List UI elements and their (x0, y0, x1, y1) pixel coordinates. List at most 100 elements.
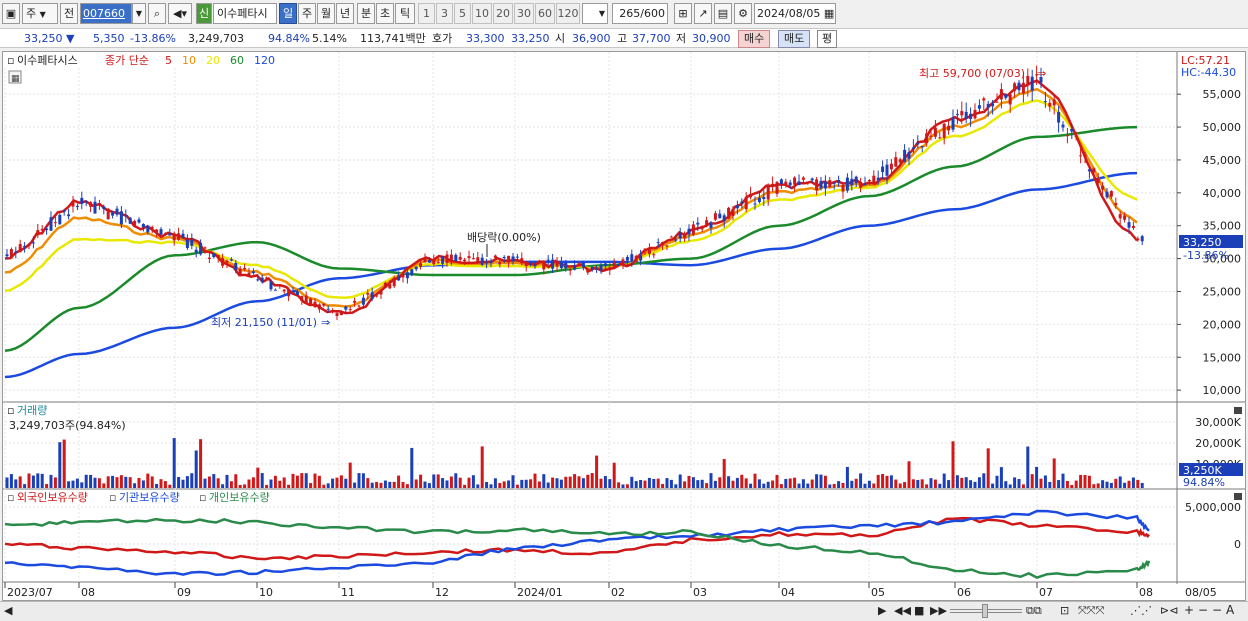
volume-bar (643, 480, 647, 488)
rewind-icon[interactable]: ◀◀ (894, 604, 911, 617)
interval-10[interactable]: 10 (472, 3, 492, 24)
candle-body (669, 236, 673, 238)
text-size-icon[interactable]: A (1226, 603, 1235, 617)
stop-icon[interactable]: ■ (914, 604, 925, 617)
volume-bar (427, 483, 431, 488)
tab-minute[interactable]: 분 (357, 3, 375, 24)
volume-bar (282, 477, 286, 488)
volume-bar (1092, 484, 1096, 488)
pattern-icon[interactable]: ⋰⋰ (1130, 604, 1152, 617)
interval-3[interactable]: 3 (436, 3, 453, 24)
tab-year[interactable]: 년 (336, 3, 354, 24)
count-field[interactable]: 265/600 (612, 3, 668, 24)
volume-bar (551, 477, 555, 488)
volume-bar (845, 466, 849, 488)
fast-forward-icon[interactable]: ▶▶ (930, 604, 947, 617)
view-mode-icon[interactable]: ⧉⧉ (1026, 604, 1042, 617)
gear-icon[interactable]: ⚙ (734, 3, 752, 24)
candle-body (656, 242, 660, 244)
compare-icon[interactable]: ⊡ (1060, 604, 1070, 617)
candle-body (97, 203, 101, 205)
volume-bar (1140, 482, 1144, 488)
volume-bar (652, 478, 656, 488)
volume-bar (718, 477, 722, 488)
ma-legend-60: 60 (230, 54, 244, 67)
market-select[interactable]: 주 ▼ (22, 3, 58, 24)
candle-body (1096, 177, 1100, 184)
candle-body (674, 239, 678, 241)
candle-body (313, 301, 317, 308)
volume-bar (67, 481, 71, 488)
interval-20[interactable]: 20 (493, 3, 513, 24)
line-draw-icon[interactable]: ↗ (694, 3, 712, 24)
candle-body (339, 311, 343, 316)
tab-month[interactable]: 월 (317, 3, 335, 24)
line-icon[interactable]: − (1212, 603, 1223, 617)
volume-bar (278, 480, 282, 488)
candle-body (454, 254, 458, 262)
zoom-out-icon[interactable]: − (1198, 603, 1209, 617)
interval-30[interactable]: 30 (514, 3, 534, 24)
volume-bar (546, 482, 550, 488)
volume-bar (1057, 480, 1061, 488)
candle-body (969, 113, 973, 119)
volume-bar (71, 480, 75, 488)
candle-body (326, 308, 330, 310)
volume-bar (700, 479, 704, 488)
candle-body (405, 272, 409, 279)
chart-scrollbar[interactable]: ◀ ▶ ◀◀ ■ ▶▶ ⧉⧉ ⊡ ⤧⤧⤧ ⋰⋰ ⊳⊲ + − − A (0, 601, 1248, 621)
sell-button[interactable]: 매도 (778, 30, 811, 48)
volume-panel-close-icon[interactable] (1234, 407, 1242, 414)
volume-bar (938, 483, 942, 488)
eval-button[interactable]: 평 (817, 30, 838, 48)
chart-area[interactable]: ▫ 이수페타시스 종가 단순 5 10 20 60 120 ▦ LC:57.21 HC:… (2, 51, 1246, 601)
holdings-panel-close-icon[interactable] (1234, 493, 1242, 500)
volume-bar (841, 483, 845, 488)
zoom-in-icon[interactable]: + (1184, 603, 1195, 617)
scroll-left-icon[interactable]: ◀ (4, 604, 13, 617)
tab-week[interactable]: 주 (298, 3, 316, 24)
tab-tick[interactable]: 틱 (395, 3, 415, 24)
draw-tools-icon[interactable]: ⤧⤧⤧ (1078, 604, 1105, 617)
window-menu-icon[interactable]: ▣ (2, 3, 20, 24)
low-annotation: 최저 21,150 (11/01) (211, 316, 317, 329)
interval-1[interactable]: 1 (418, 3, 435, 24)
tab-day[interactable]: 일 (279, 3, 297, 24)
volume-bar (982, 473, 986, 488)
x-tick-label: 07 (1039, 586, 1053, 599)
chart-canvas[interactable]: ▫ 이수페타시스 종가 단순 5 10 20 60 120 ▦ LC:57.21 HC:… (3, 52, 1245, 600)
interval-120[interactable]: 120 (556, 3, 580, 24)
code-dropdown-icon[interactable]: ▼ (132, 3, 146, 24)
prev-button[interactable]: 전 (60, 3, 78, 24)
candle-body (45, 228, 49, 231)
calculator-icon[interactable] (8, 70, 22, 84)
candle-body (212, 253, 216, 258)
date-field[interactable]: 2024/08/05 ▦ (754, 3, 836, 24)
candle-body (375, 295, 379, 297)
interval-dropdown[interactable]: ▼ (582, 3, 608, 24)
chart-tools-icon[interactable]: ⊞ (674, 3, 692, 24)
volume-bar (344, 478, 348, 488)
volume-bar (498, 482, 502, 488)
buy-button[interactable]: 매수 (738, 30, 771, 48)
candle-body (850, 178, 854, 186)
play-icon[interactable]: ▶ (878, 604, 887, 617)
search-icon[interactable]: ⌕ (148, 3, 166, 24)
volume-bar (454, 473, 458, 488)
candle-body (49, 217, 53, 231)
volume-bar (683, 481, 687, 488)
volume-bar (876, 474, 880, 488)
volume-bar (727, 476, 731, 488)
save-icon[interactable]: ▤ (714, 3, 732, 24)
shrink-icon[interactable]: ⊳⊲ (1160, 604, 1179, 617)
interval-5[interactable]: 5 (454, 3, 471, 24)
low-arrow-icon: ⇒ (321, 316, 330, 329)
zoom-slider-handle[interactable] (982, 604, 988, 618)
x-tick-label: 09 (177, 586, 191, 599)
speaker-icon[interactable]: ◀▾ (168, 3, 192, 24)
interval-60[interactable]: 60 (535, 3, 555, 24)
stock-code-input[interactable]: 007660 (80, 3, 132, 24)
count-value: 265 (619, 7, 641, 20)
tab-second[interactable]: 초 (376, 3, 394, 24)
volume-bar (361, 473, 365, 488)
